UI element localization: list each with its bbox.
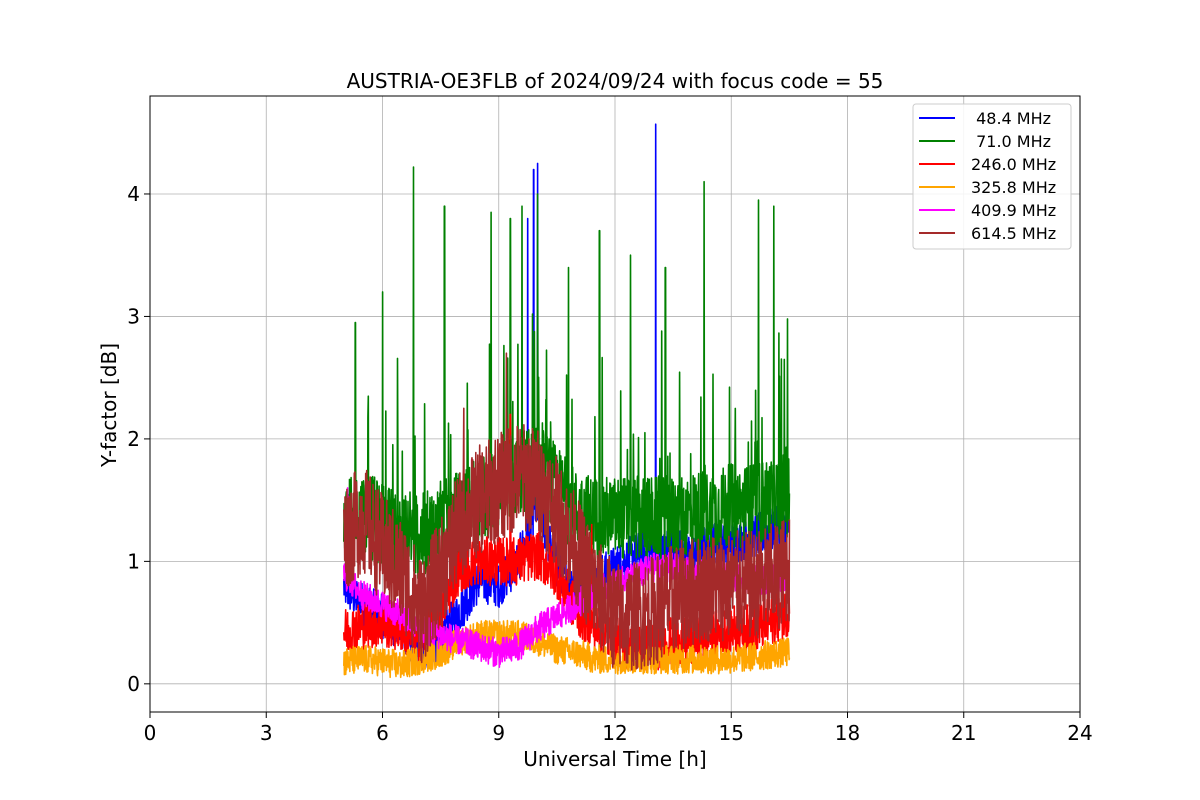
legend: 48.4 MHz 71.0 MHz 246.0 MHz 325.8 MHz 409.9… (912, 103, 1072, 250)
x-tick-label: 3 (260, 721, 273, 745)
legend-label: 409.9 MHz (971, 201, 1056, 220)
x-tick-label: 12 (602, 721, 627, 745)
legend-label: 48.4 MHz (971, 109, 1051, 128)
x-axis-label: Universal Time [h] (523, 747, 706, 771)
x-tick-label: 6 (376, 721, 389, 745)
y-axis-label: Y-factor [dB] (97, 343, 121, 468)
series-line (343, 352, 791, 671)
x-tick-label: 0 (144, 721, 157, 745)
series-line (343, 166, 791, 580)
y-tick-label: 3 (127, 304, 140, 328)
y-tick-label: 4 (127, 182, 140, 206)
legend-label: 614.5 MHz (971, 224, 1056, 243)
series-layer (343, 123, 791, 679)
y-tick-label: 2 (127, 427, 140, 451)
x-tick-label: 9 (492, 721, 505, 745)
y-tick-label: 1 (127, 549, 140, 573)
x-tick-label: 21 (951, 721, 976, 745)
x-tick-label: 18 (835, 721, 860, 745)
legend-label: 71.0 MHz (971, 132, 1051, 151)
x-tick-label: 15 (719, 721, 744, 745)
legend-label: 246.0 MHz (971, 155, 1056, 174)
chart-title: AUSTRIA-OE3FLB of 2024/09/24 with focus … (347, 69, 884, 93)
legend-label: 325.8 MHz (971, 178, 1056, 197)
x-tick-label: 24 (1067, 721, 1092, 745)
y-tick-label: 0 (127, 672, 140, 696)
series-line (343, 619, 791, 679)
